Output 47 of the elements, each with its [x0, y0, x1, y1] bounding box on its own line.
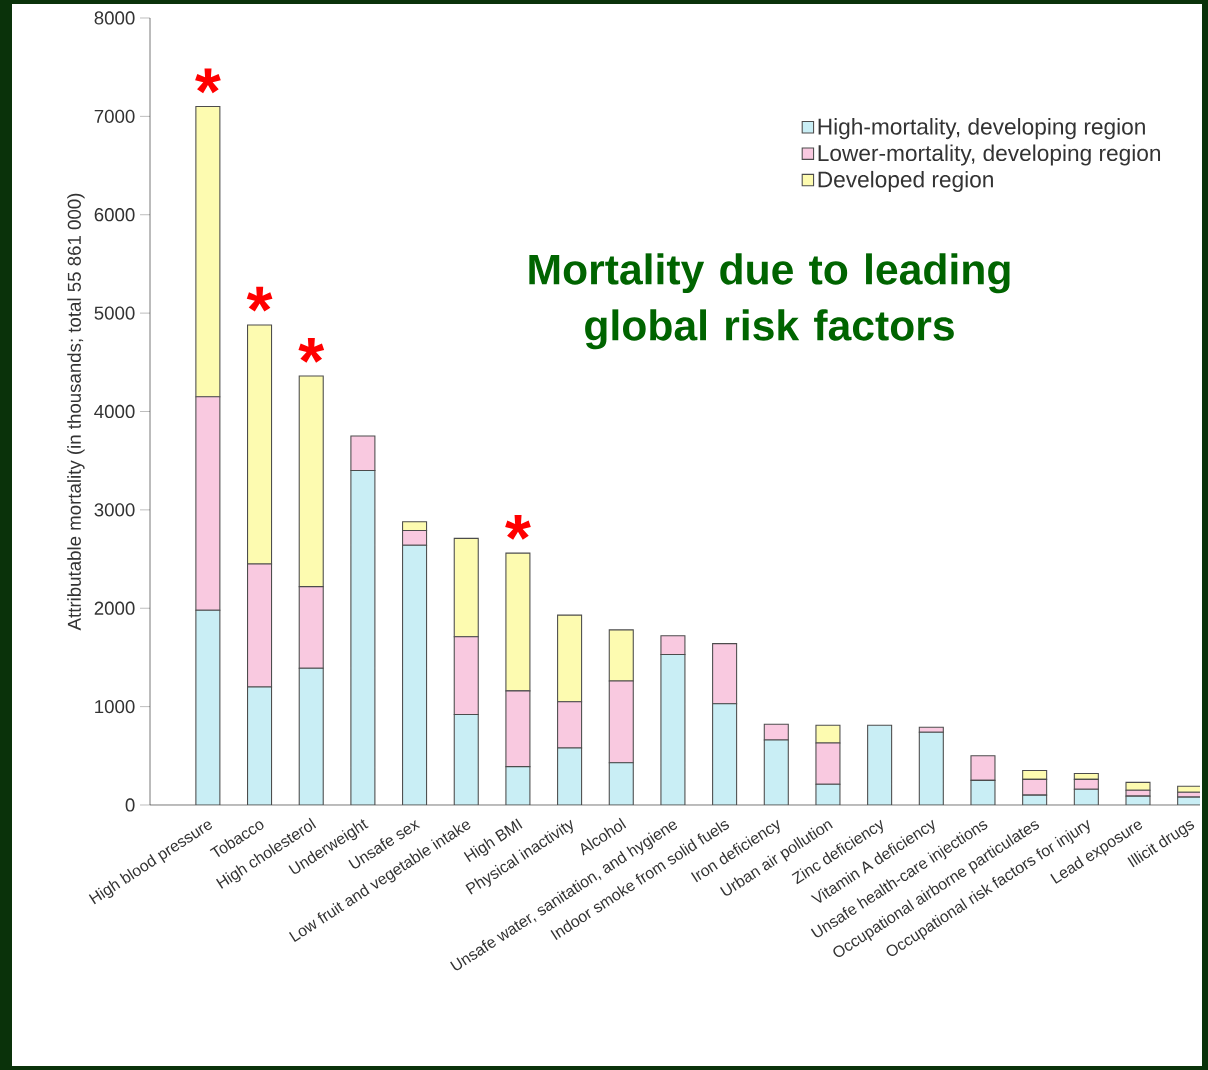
bar: [608, 629, 634, 682]
bar: [298, 667, 324, 805]
bar: [402, 544, 428, 805]
legend-label: Lower-mortality, developing region: [818, 144, 1161, 166]
bar: [298, 375, 324, 588]
bar: [195, 609, 221, 805]
annotation: *: [298, 337, 325, 363]
bar: [557, 614, 583, 703]
bar: [453, 713, 479, 805]
bar: [712, 703, 738, 805]
bar: [453, 636, 479, 716]
bar: [195, 396, 221, 611]
legend-label: Developed region: [818, 170, 993, 192]
y-axis-title: Attributable mortality (in thousands; total 55 861 000): [67, 193, 85, 631]
y-tick-label: 5000: [94, 306, 135, 320]
y-tick-label: 2000: [94, 601, 135, 615]
y-tick-label: 8000: [94, 11, 135, 25]
bar: [247, 563, 273, 688]
bar: [350, 469, 376, 805]
annotation: *: [195, 68, 221, 94]
bar: [195, 105, 221, 398]
bar: [505, 552, 531, 692]
annotation: *: [505, 515, 531, 540]
y-tick-label: 1000: [95, 699, 135, 714]
bar: [608, 762, 634, 805]
bar: [712, 643, 738, 705]
bar: [867, 724, 893, 805]
y-tick-label: 4000: [94, 404, 135, 419]
legend-label: High-mortality, developing region: [818, 118, 1145, 140]
bar: [298, 586, 324, 669]
bar: [918, 731, 944, 805]
bar: [660, 653, 686, 805]
bar: [453, 537, 479, 638]
bar: [557, 701, 583, 749]
bar: [763, 739, 789, 805]
bar: [505, 690, 531, 768]
bar: [608, 680, 634, 764]
text: Mortality due to leading global risk factors: [529, 253, 1010, 350]
bar: [402, 529, 428, 546]
y-tick-label: 6000: [94, 208, 135, 222]
bar: [247, 324, 273, 565]
annotation: *: [246, 286, 273, 312]
y-tick-label: 7000: [94, 109, 135, 123]
bar: [247, 686, 273, 805]
y-tick-label: 3000: [94, 503, 135, 517]
bar: [557, 747, 583, 805]
y-tick-label: 0: [125, 798, 135, 812]
